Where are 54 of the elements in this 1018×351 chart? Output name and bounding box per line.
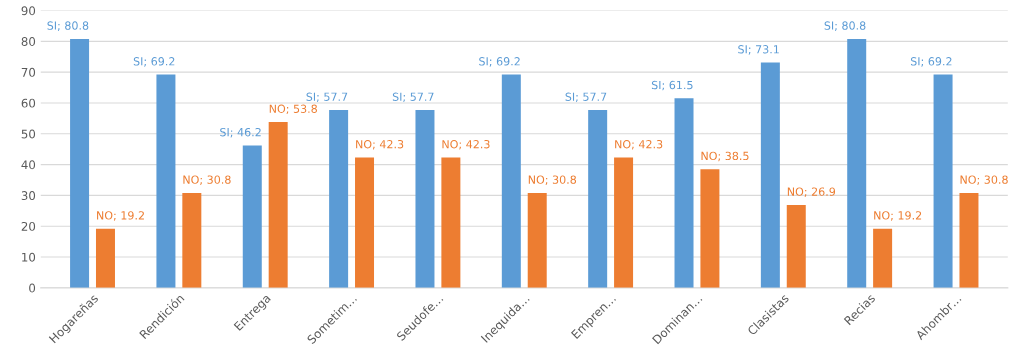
bar — [873, 228, 893, 288]
bar — [847, 38, 867, 288]
y-tick-label: 20 — [21, 221, 36, 231]
data-label: SI; 80.8 — [824, 21, 866, 31]
y-tick-label: 10 — [22, 252, 36, 262]
data-label: NO; 53.8 — [269, 104, 317, 115]
bar — [355, 157, 375, 288]
bar — [441, 157, 461, 288]
y-tick-label: 40 — [21, 160, 36, 170]
bar — [760, 62, 780, 288]
data-label: NO; 30.8 — [960, 175, 1008, 185]
bar — [242, 145, 262, 288]
bar — [959, 192, 979, 288]
data-label: NO; 30.8 — [528, 175, 577, 185]
data-label: NO; 38.5 — [701, 151, 749, 162]
bar — [156, 74, 176, 288]
data-label: NO; 19.2 — [97, 211, 144, 221]
bar — [614, 157, 634, 288]
data-label: SI; 61.5 — [651, 80, 693, 91]
bar — [501, 74, 521, 288]
data-label: SI; 69.2 — [133, 57, 175, 67]
y-tick-label: 80 — [21, 37, 36, 46]
bar — [415, 110, 435, 288]
data-label: SI; 69.2 — [479, 57, 520, 67]
data-label: NO; 30.8 — [183, 175, 231, 185]
data-label: NO; 42.3 — [442, 139, 490, 150]
bar — [182, 192, 202, 288]
data-label: NO; 42.3 — [356, 139, 404, 150]
data-label: SI; 57.7 — [565, 92, 607, 103]
data-label: SI; 69.2 — [910, 57, 952, 67]
data-label: SI; 57.7 — [392, 92, 434, 103]
bar — [329, 110, 349, 288]
bar — [588, 110, 608, 288]
y-tick-label: 50 — [21, 129, 36, 139]
data-label: NO; 42.3 — [615, 139, 663, 150]
bar — [527, 192, 547, 288]
data-label: NO; 19.2 — [874, 211, 922, 221]
y-tick-label: 90 — [21, 6, 36, 16]
y-tick-label: 60 — [21, 98, 36, 108]
data-label: SI; 73.1 — [738, 45, 779, 55]
bar — [268, 122, 288, 288]
y-tick-label: 30 — [21, 191, 36, 201]
y-tick-label: 70 — [21, 67, 36, 77]
data-label: SI; 80.8 — [47, 21, 89, 31]
bar — [95, 228, 115, 288]
data-label: SI; 57.7 — [306, 92, 348, 103]
bar — [933, 74, 953, 288]
data-label: NO; 26.9 — [787, 187, 836, 197]
bar — [700, 169, 720, 288]
bar — [70, 38, 90, 288]
data-label: SI; 46.2 — [220, 127, 261, 138]
bar — [674, 98, 694, 288]
bar — [786, 204, 806, 288]
y-tick-label: 0 — [29, 283, 36, 293]
